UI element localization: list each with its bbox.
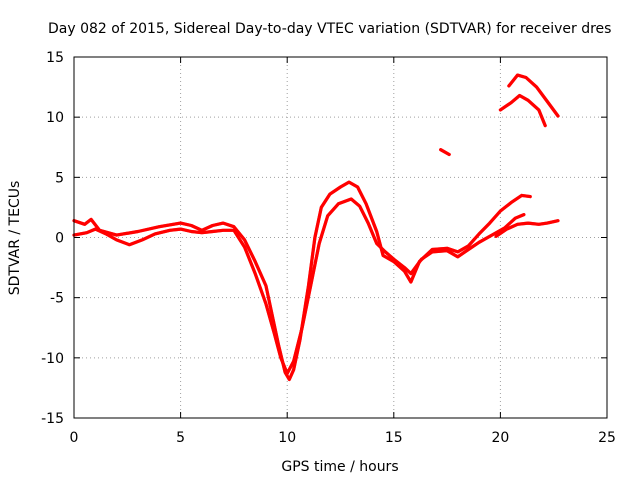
chart-title: Day 082 of 2015, Sidereal Day-to-day VTE… bbox=[48, 21, 611, 37]
y-axis-label: SDTVAR / TECUs bbox=[7, 181, 23, 296]
x-axis-label: GPS time / hours bbox=[281, 459, 398, 475]
data-series-group bbox=[72, 73, 560, 382]
series-track-1-halo bbox=[72, 180, 532, 382]
x-tick-label: 5 bbox=[176, 430, 185, 446]
y-tick-label: -15 bbox=[41, 411, 64, 427]
x-tick-label: 10 bbox=[278, 430, 296, 446]
y-tick-label: -5 bbox=[50, 291, 64, 307]
series-track-5-halo bbox=[507, 73, 560, 118]
y-tick-label: 10 bbox=[46, 110, 64, 126]
x-tick-labels: 0 5 10 15 20 25 bbox=[70, 430, 616, 446]
y-tick-label: 15 bbox=[46, 50, 64, 66]
x-tick-label: 25 bbox=[598, 430, 616, 446]
x-tick-label: 0 bbox=[70, 430, 79, 446]
series-track-2-halo bbox=[72, 197, 526, 376]
grid-lines bbox=[74, 57, 607, 418]
plot-frame bbox=[73, 56, 608, 419]
y-tick-labels: -15 -10 -5 0 5 10 15 bbox=[41, 50, 64, 427]
y-tick-label: 0 bbox=[55, 231, 64, 247]
series-track-3-halo bbox=[494, 219, 560, 238]
x-tick-label: 15 bbox=[385, 430, 403, 446]
x-tick-label: 20 bbox=[491, 430, 509, 446]
series-track-4-halo bbox=[498, 93, 547, 128]
y-tick-label: -10 bbox=[41, 351, 64, 367]
series-track-6-halo bbox=[439, 148, 451, 157]
y-tick-label: 5 bbox=[55, 170, 64, 186]
